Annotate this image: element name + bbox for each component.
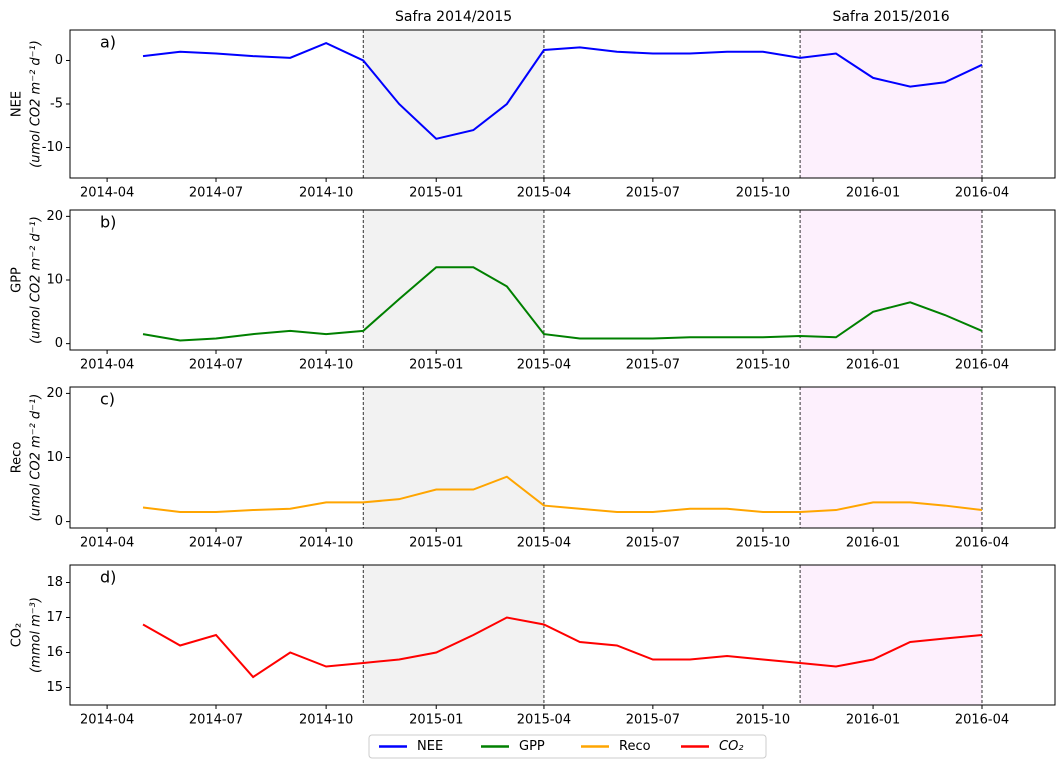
y-axis-label: GPP xyxy=(10,267,25,293)
x-tick-label: 2014-04 xyxy=(80,186,134,201)
y-tick-label: 16 xyxy=(46,645,63,660)
season-label: Safra 2015/2016 xyxy=(832,9,949,25)
x-tick-label: 2015-10 xyxy=(736,186,790,201)
y-tick-label: 15 xyxy=(46,680,63,695)
y-tick-label: 20 xyxy=(46,209,63,224)
x-tick-label: 2015-04 xyxy=(517,713,571,728)
x-tick-label: 2015-04 xyxy=(517,536,571,551)
y-tick-label: 0 xyxy=(55,336,63,351)
panel-label: a) xyxy=(100,33,116,52)
x-tick-label: 2016-04 xyxy=(955,358,1009,373)
x-tick-label: 2014-10 xyxy=(299,358,353,373)
y-tick-label: -5 xyxy=(50,97,63,112)
y-axis-label: NEE xyxy=(10,91,25,117)
x-tick-label: 2015-10 xyxy=(736,358,790,373)
x-tick-label: 2015-01 xyxy=(409,536,463,551)
x-tick-label: 2014-07 xyxy=(189,713,243,728)
data-line xyxy=(142,475,983,513)
y-axis-unit: (umol CO2 m⁻² d⁻¹) xyxy=(29,40,44,168)
season-band xyxy=(800,565,982,705)
y-tick-label: 17 xyxy=(46,610,63,625)
x-tick-label: 2016-01 xyxy=(846,536,900,551)
season-band xyxy=(800,387,982,528)
y-tick-label: 20 xyxy=(46,386,63,401)
x-tick-label: 2015-07 xyxy=(626,186,680,201)
x-tick-label: 2015-01 xyxy=(409,713,463,728)
x-tick-label: 2014-07 xyxy=(189,536,243,551)
season-band xyxy=(363,210,544,350)
legend-label: Reco xyxy=(619,739,651,754)
x-tick-label: 2014-04 xyxy=(80,358,134,373)
y-axis-label: Reco xyxy=(10,442,25,474)
x-tick-label: 2015-07 xyxy=(626,713,680,728)
x-tick-label: 2015-01 xyxy=(409,186,463,201)
x-tick-label: 2016-01 xyxy=(846,186,900,201)
y-axis-unit: (umol CO2 m⁻² d⁻¹) xyxy=(29,394,44,522)
panel-label: b) xyxy=(100,213,116,232)
season-band xyxy=(363,387,544,528)
x-tick-label: 2016-04 xyxy=(955,186,1009,201)
season-band xyxy=(800,210,982,350)
legend-label: GPP xyxy=(519,739,545,754)
x-tick-label: 2015-10 xyxy=(736,536,790,551)
panel-label: c) xyxy=(100,390,115,409)
season-band xyxy=(363,30,544,178)
season-band xyxy=(800,30,982,178)
x-tick-label: 2016-01 xyxy=(846,358,900,373)
y-tick-label: 10 xyxy=(46,450,63,465)
x-tick-label: 2014-07 xyxy=(189,186,243,201)
legend: NEE GPP Reco CO₂ xyxy=(368,734,767,759)
x-tick-label: 2015-10 xyxy=(736,713,790,728)
y-tick-label: -10 xyxy=(42,140,63,155)
y-tick-label: 0 xyxy=(55,53,63,68)
x-tick-label: 2016-04 xyxy=(955,536,1009,551)
y-axis-label: CO₂ xyxy=(10,623,25,648)
x-tick-label: 2016-04 xyxy=(955,713,1009,728)
x-tick-label: 2015-04 xyxy=(517,186,571,201)
x-tick-label: 2014-10 xyxy=(299,713,353,728)
data-line xyxy=(142,41,983,140)
data-line xyxy=(142,616,983,679)
y-axis-unit: (mmol m⁻³) xyxy=(29,597,44,673)
legend-label: NEE xyxy=(417,739,443,754)
x-tick-label: 2014-04 xyxy=(80,536,134,551)
legend-box xyxy=(368,734,767,759)
plot-frame xyxy=(69,564,1056,706)
data-line xyxy=(142,266,983,342)
x-tick-label: 2015-04 xyxy=(517,358,571,373)
x-tick-label: 2014-10 xyxy=(299,536,353,551)
panel-label: d) xyxy=(100,568,116,587)
season-label: Safra 2014/2015 xyxy=(395,9,512,25)
x-tick-label: 2015-07 xyxy=(626,536,680,551)
x-tick-label: 2015-07 xyxy=(626,358,680,373)
x-tick-label: 2014-07 xyxy=(189,358,243,373)
x-tick-label: 2015-01 xyxy=(409,358,463,373)
y-axis-unit: (umol CO2 m⁻² d⁻¹) xyxy=(29,216,44,344)
x-tick-label: 2014-10 xyxy=(299,186,353,201)
legend-label: CO₂ xyxy=(719,739,744,754)
y-tick-label: 0 xyxy=(55,514,63,529)
x-tick-label: 2014-04 xyxy=(80,713,134,728)
y-tick-label: 10 xyxy=(46,273,63,288)
season-band xyxy=(363,565,544,705)
y-tick-label: 18 xyxy=(46,575,63,590)
x-tick-label: 2016-01 xyxy=(846,713,900,728)
